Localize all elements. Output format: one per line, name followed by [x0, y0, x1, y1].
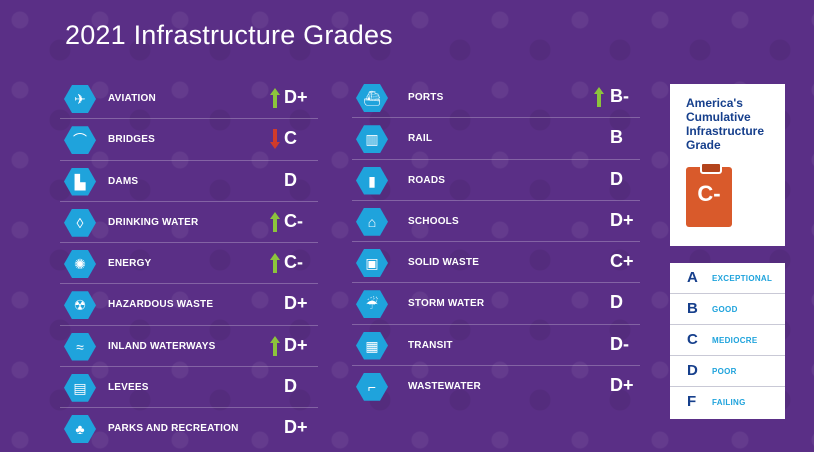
- grade-row: ✺ ENERGY C-: [60, 243, 318, 285]
- water-glass-icon: ◊: [64, 208, 96, 237]
- storm-drain-icon: ☔: [356, 290, 388, 319]
- legend-item: F FAILING: [670, 387, 785, 417]
- category-name: TRANSIT: [408, 339, 453, 351]
- category-grade: D+: [610, 209, 634, 230]
- legend-letter: D: [687, 362, 698, 379]
- category-grade: D: [610, 168, 623, 189]
- grade-row: ⌒ BRIDGES C: [60, 119, 318, 161]
- grade-row: ☔ STORM WATER D: [352, 283, 640, 325]
- grade-legend: A EXCEPTIONAL B GOOD C MEDIOCRE D POOR F FAILING: [670, 263, 785, 419]
- legend-letter: C: [687, 331, 698, 348]
- legend-description: POOR: [712, 367, 737, 376]
- category-grade: D+: [284, 417, 308, 437]
- category-name: DAMS: [108, 175, 139, 187]
- category-name: SOLID WASTE: [408, 257, 480, 268]
- grade-row: ▣ SOLID WASTE C+: [352, 242, 640, 284]
- bus-icon: ▦: [356, 331, 388, 360]
- grade-row: ▮ ROADS D: [352, 160, 640, 201]
- grades-column-left: ✈ AVIATION D+ ⌒ BRIDGES C ▙ DAMS D ◊ DRINKING WATE…: [60, 78, 318, 448]
- arrow-up-icon: [594, 87, 604, 107]
- grade-row: ☢ HAZARDOUS WASTE D+: [60, 284, 318, 326]
- legend-item: C MEDIOCRE: [670, 325, 785, 356]
- cumulative-grade: C-: [697, 181, 721, 206]
- category-grade: D: [284, 375, 297, 396]
- grade-row: ⌂ SCHOOLS D+: [352, 201, 640, 242]
- trash-can-icon: ▣: [356, 249, 388, 277]
- arrow-up-icon: [270, 253, 280, 273]
- rail-icon: ▥: [356, 125, 388, 154]
- category-grade: D-: [610, 333, 629, 354]
- grade-row: ▙ DAMS D: [60, 161, 318, 202]
- cumulative-grade-card: America's Cumulative Infrastructure Grad…: [670, 84, 785, 246]
- grade-row: ⛴ PORTS B-: [352, 77, 640, 119]
- arrow-up-icon: [270, 88, 280, 108]
- category-name: RAIL: [408, 133, 433, 145]
- tree-icon: ♣: [64, 415, 96, 443]
- grade-row: ✈ AVIATION D+: [60, 78, 318, 120]
- road-icon: ▮: [356, 166, 388, 195]
- levee-icon: ▤: [64, 373, 96, 402]
- grade-row: ≈ INLAND WATERWAYS D+: [60, 326, 318, 367]
- arrow-up-icon: [270, 335, 280, 356]
- grade-row: ▦ TRANSIT D-: [352, 325, 640, 366]
- legend-letter: A: [687, 269, 698, 286]
- category-name: STORM WATER: [408, 298, 485, 310]
- legend-letter: B: [687, 300, 698, 317]
- category-grade: D+: [284, 87, 308, 107]
- grade-row: ◊ DRINKING WATER C-: [60, 202, 318, 243]
- category-grade: D: [610, 292, 623, 313]
- legend-description: MEDIOCRE: [712, 336, 758, 345]
- category-grade: C: [284, 128, 297, 149]
- clipboard-icon: C-: [686, 162, 732, 227]
- school-icon: ⌂: [356, 207, 388, 236]
- category-name: ENERGY: [108, 258, 152, 269]
- category-grade: C-: [284, 252, 303, 272]
- legend-item: B GOOD: [670, 294, 785, 325]
- category-name: DRINKING WATER: [108, 216, 199, 228]
- hazard-barrel-icon: ☢: [64, 291, 96, 320]
- category-name: WASTEWATER: [408, 380, 481, 392]
- grade-row: ♣ PARKS AND RECREATION D+: [60, 408, 318, 448]
- ship-icon: ⛴: [356, 84, 388, 112]
- arrow-up-icon: [270, 211, 280, 232]
- clipboard-clip: [700, 162, 722, 174]
- legend-description: FAILING: [712, 398, 746, 407]
- legend-description: EXCEPTIONAL: [712, 274, 773, 283]
- grades-column-right: ⛴ PORTS B- ▥ RAIL B ▮ ROADS D ⌂ SCHOOLS D+ ▣ SOLID WA…: [352, 78, 640, 407]
- dam-icon: ▙: [64, 167, 96, 196]
- category-name: INLAND WATERWAYS: [108, 340, 216, 352]
- category-grade: D: [284, 169, 297, 190]
- category-name: PORTS: [408, 92, 444, 103]
- grade-row: ⌐ WASTEWATER D+: [352, 366, 640, 406]
- category-name: BRIDGES: [108, 134, 155, 146]
- category-grade: D+: [284, 293, 308, 314]
- legend-item: A EXCEPTIONAL: [670, 263, 785, 294]
- grade-row: ▥ RAIL B: [352, 118, 640, 160]
- category-name: AVIATION: [108, 93, 156, 104]
- grade-row: ▤ LEVEES D: [60, 367, 318, 408]
- category-name: SCHOOLS: [408, 215, 459, 227]
- category-grade: C-: [284, 210, 303, 231]
- arrow-down-icon: [270, 129, 280, 150]
- bridge-icon: ⌒: [64, 126, 96, 155]
- category-grade: B: [610, 127, 623, 148]
- category-name: HAZARDOUS WASTE: [108, 299, 214, 311]
- page-title: 2021 Infrastructure Grades: [65, 20, 393, 50]
- airplane-icon: ✈: [64, 85, 96, 113]
- toilet-icon: ⌐: [356, 372, 388, 401]
- lightbulb-icon: ✺: [64, 250, 96, 278]
- category-grade: D+: [610, 374, 634, 395]
- category-grade: C+: [610, 251, 634, 271]
- category-grade: B-: [610, 86, 629, 106]
- category-name: ROADS: [408, 174, 446, 186]
- legend-description: GOOD: [712, 305, 738, 314]
- waterway-icon: ≈: [64, 332, 96, 361]
- legend-letter: F: [687, 393, 697, 410]
- legend-item: D POOR: [670, 356, 785, 387]
- category-name: LEVEES: [108, 381, 149, 393]
- cumulative-title: America's Cumulative Infrastructure Grad…: [686, 96, 765, 152]
- category-grade: D+: [284, 334, 308, 355]
- category-name: PARKS AND RECREATION: [108, 423, 239, 434]
